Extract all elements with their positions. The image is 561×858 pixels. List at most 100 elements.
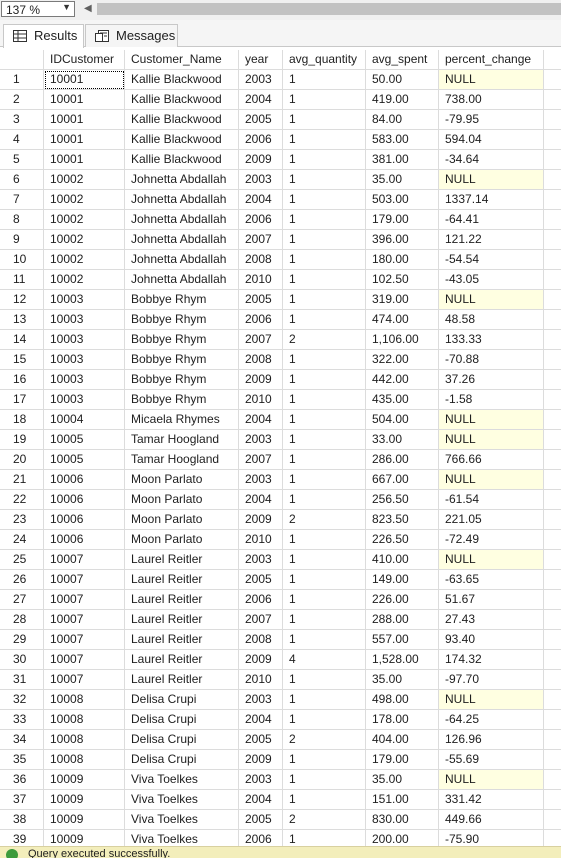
avg-quantity-cell[interactable]: 1 (283, 370, 366, 390)
idcustomer-cell[interactable]: 10005 (44, 450, 125, 470)
customer-name-cell[interactable]: Moon Parlato (125, 530, 239, 550)
idcustomer-cell[interactable]: 10007 (44, 550, 125, 570)
avg-quantity-cell[interactable]: 1 (283, 470, 366, 490)
customer-name-cell[interactable]: Viva Toelkes (125, 790, 239, 810)
customer-name-cell[interactable]: Bobbye Rhym (125, 310, 239, 330)
year-cell[interactable]: 2004 (239, 790, 283, 810)
avg-quantity-cell[interactable]: 1 (283, 170, 366, 190)
avg-spent-cell[interactable]: 149.00 (366, 570, 439, 590)
idcustomer-cell[interactable]: 10002 (44, 170, 125, 190)
table-row[interactable]: 24 10006 Moon Parlato 2010 1 226.50 -72.49 (0, 530, 561, 550)
customer-name-cell[interactable]: Delisa Crupi (125, 710, 239, 730)
table-row[interactable]: 8 10002 Johnetta Abdallah 2006 1 179.00 -64.41 (0, 210, 561, 230)
avg-spent-cell[interactable]: 474.00 (366, 310, 439, 330)
header-idcustomer[interactable]: IDCustomer (44, 50, 125, 70)
customer-name-cell[interactable]: Delisa Crupi (125, 690, 239, 710)
avg-spent-cell[interactable]: 319.00 (366, 290, 439, 310)
customer-name-cell[interactable]: Johnetta Abdallah (125, 270, 239, 290)
idcustomer-cell[interactable]: 10003 (44, 310, 125, 330)
percent-change-cell[interactable]: NULL (439, 770, 544, 790)
year-cell[interactable]: 2004 (239, 90, 283, 110)
idcustomer-cell[interactable]: 10001 (44, 150, 125, 170)
percent-change-cell[interactable]: 93.40 (439, 630, 544, 650)
idcustomer-cell[interactable]: 10007 (44, 670, 125, 690)
idcustomer-cell[interactable]: 10006 (44, 490, 125, 510)
avg-spent-cell[interactable]: 557.00 (366, 630, 439, 650)
header-avg-spent[interactable]: avg_spent (366, 50, 439, 70)
avg-quantity-cell[interactable]: 1 (283, 710, 366, 730)
avg-spent-cell[interactable]: 498.00 (366, 690, 439, 710)
avg-quantity-cell[interactable]: 2 (283, 810, 366, 830)
table-row[interactable]: 17 10003 Bobbye Rhym 2010 1 435.00 -1.58 (0, 390, 561, 410)
year-cell[interactable]: 2008 (239, 350, 283, 370)
year-cell[interactable]: 2004 (239, 410, 283, 430)
customer-name-cell[interactable]: Tamar Hoogland (125, 430, 239, 450)
avg-quantity-cell[interactable]: 1 (283, 550, 366, 570)
idcustomer-cell[interactable]: 10001 (44, 70, 125, 90)
avg-spent-cell[interactable]: 226.00 (366, 590, 439, 610)
avg-spent-cell[interactable]: 179.00 (366, 210, 439, 230)
table-row[interactable]: 7 10002 Johnetta Abdallah 2004 1 503.00 1337.1… (0, 190, 561, 210)
year-cell[interactable]: 2007 (239, 330, 283, 350)
table-row[interactable]: 37 10009 Viva Toelkes 2004 1 151.00 331.42 (0, 790, 561, 810)
table-row[interactable]: 5 10001 Kallie Blackwood 2009 1 381.00 -34.64 (0, 150, 561, 170)
percent-change-cell[interactable]: 121.22 (439, 230, 544, 250)
year-cell[interactable]: 2003 (239, 70, 283, 90)
percent-change-cell[interactable]: -61.54 (439, 490, 544, 510)
avg-spent-cell[interactable]: 823.50 (366, 510, 439, 530)
customer-name-cell[interactable]: Laurel Reitler (125, 550, 239, 570)
avg-spent-cell[interactable]: 178.00 (366, 710, 439, 730)
year-cell[interactable]: 2003 (239, 550, 283, 570)
scroll-left-icon[interactable]: ◀ (84, 3, 92, 14)
table-row[interactable]: 12 10003 Bobbye Rhym 2005 1 319.00 NULL (0, 290, 561, 310)
year-cell[interactable]: 2009 (239, 650, 283, 670)
year-cell[interactable]: 2006 (239, 590, 283, 610)
avg-spent-cell[interactable]: 435.00 (366, 390, 439, 410)
year-cell[interactable]: 2003 (239, 690, 283, 710)
avg-spent-cell[interactable]: 102.50 (366, 270, 439, 290)
avg-quantity-cell[interactable]: 1 (283, 390, 366, 410)
percent-change-cell[interactable]: 738.00 (439, 90, 544, 110)
percent-change-cell[interactable]: 48.58 (439, 310, 544, 330)
customer-name-cell[interactable]: Tamar Hoogland (125, 450, 239, 470)
year-cell[interactable]: 2005 (239, 730, 283, 750)
avg-quantity-cell[interactable]: 1 (283, 130, 366, 150)
year-cell[interactable]: 2006 (239, 310, 283, 330)
idcustomer-cell[interactable]: 10003 (44, 390, 125, 410)
tab-messages[interactable]: Messages (85, 24, 178, 47)
table-row[interactable]: 14 10003 Bobbye Rhym 2007 2 1,106.00 133.33 (0, 330, 561, 350)
percent-change-cell[interactable]: -64.41 (439, 210, 544, 230)
customer-name-cell[interactable]: Kallie Blackwood (125, 70, 239, 90)
percent-change-cell[interactable]: -63.65 (439, 570, 544, 590)
percent-change-cell[interactable]: 1337.14 (439, 190, 544, 210)
idcustomer-cell[interactable]: 10001 (44, 90, 125, 110)
idcustomer-cell[interactable]: 10008 (44, 710, 125, 730)
avg-spent-cell[interactable]: 84.00 (366, 110, 439, 130)
percent-change-cell[interactable]: -64.25 (439, 710, 544, 730)
idcustomer-cell[interactable]: 10008 (44, 690, 125, 710)
table-row[interactable]: 13 10003 Bobbye Rhym 2006 1 474.00 48.58 (0, 310, 561, 330)
avg-quantity-cell[interactable]: 1 (283, 430, 366, 450)
percent-change-cell[interactable]: 449.66 (439, 810, 544, 830)
avg-spent-cell[interactable]: 179.00 (366, 750, 439, 770)
avg-quantity-cell[interactable]: 1 (283, 670, 366, 690)
table-row[interactable]: 3 10001 Kallie Blackwood 2005 1 84.00 -79.95 (0, 110, 561, 130)
year-cell[interactable]: 2004 (239, 490, 283, 510)
avg-quantity-cell[interactable]: 1 (283, 410, 366, 430)
avg-quantity-cell[interactable]: 1 (283, 630, 366, 650)
table-row[interactable]: 31 10007 Laurel Reitler 2010 1 35.00 -97.70 (0, 670, 561, 690)
customer-name-cell[interactable]: Johnetta Abdallah (125, 250, 239, 270)
percent-change-cell[interactable]: NULL (439, 70, 544, 90)
avg-spent-cell[interactable]: 35.00 (366, 670, 439, 690)
avg-spent-cell[interactable]: 442.00 (366, 370, 439, 390)
avg-quantity-cell[interactable]: 1 (283, 150, 366, 170)
table-row[interactable]: 28 10007 Laurel Reitler 2007 1 288.00 27.43 (0, 610, 561, 630)
percent-change-cell[interactable]: -75.90 (439, 830, 544, 850)
idcustomer-cell[interactable]: 10008 (44, 750, 125, 770)
avg-quantity-cell[interactable]: 1 (283, 230, 366, 250)
customer-name-cell[interactable]: Micaela Rhymes (125, 410, 239, 430)
table-row[interactable]: 16 10003 Bobbye Rhym 2009 1 442.00 37.26 (0, 370, 561, 390)
year-cell[interactable]: 2005 (239, 110, 283, 130)
year-cell[interactable]: 2009 (239, 510, 283, 530)
year-cell[interactable]: 2005 (239, 290, 283, 310)
